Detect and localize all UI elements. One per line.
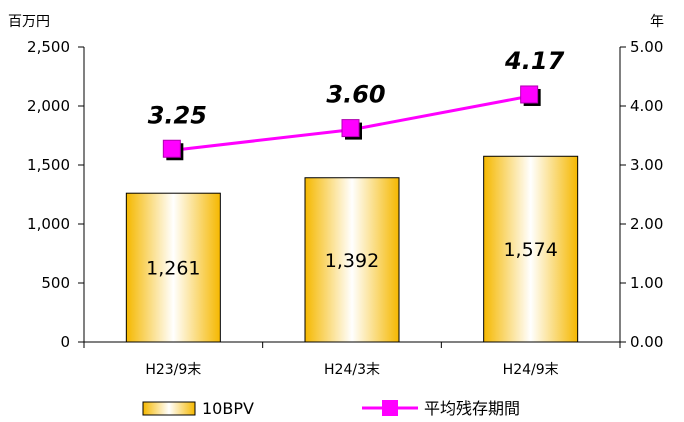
left-tick-label: 2,000 bbox=[27, 97, 70, 115]
axes: 0 500 1,000 1,500 2,000 2,500 0.00 1.00 2.00 3.00… bbox=[27, 38, 663, 378]
legend-line-label: 平均残存期間 bbox=[424, 399, 520, 418]
right-axis-unit: 年 bbox=[650, 14, 664, 30]
line-value-label: 4.17 bbox=[504, 47, 565, 75]
bar bbox=[304, 177, 400, 343]
right-tick-label: 4.00 bbox=[630, 97, 663, 115]
x-tick-label: H24/3末 bbox=[324, 362, 380, 378]
left-tick-label: 2,500 bbox=[27, 38, 70, 56]
right-tick-label: 0.00 bbox=[630, 333, 663, 351]
bar bbox=[125, 192, 221, 343]
line-value-label: 3.60 bbox=[326, 81, 385, 109]
marker bbox=[341, 119, 360, 138]
x-tick-label: H23/9末 bbox=[145, 362, 201, 378]
left-axis-unit: 百万円 bbox=[8, 14, 50, 30]
right-tick-label: 2.00 bbox=[630, 215, 663, 233]
bar-series: 1,261 1,392 1,574 bbox=[125, 155, 579, 343]
bar-value-label: 1,392 bbox=[325, 250, 379, 272]
bar bbox=[483, 155, 579, 343]
x-tick-label: H24/9末 bbox=[503, 362, 559, 378]
right-tick-label: 1.00 bbox=[630, 274, 663, 292]
right-tick-label: 3.00 bbox=[630, 156, 663, 174]
line-value-label: 3.25 bbox=[148, 101, 207, 129]
right-tick-label: 5.00 bbox=[630, 38, 663, 56]
legend-bar-swatch bbox=[142, 401, 196, 416]
left-tick-label: 1,000 bbox=[27, 215, 70, 233]
left-tick-label: 1,500 bbox=[27, 156, 70, 174]
line-series: 3.25 3.60 4.17 bbox=[148, 47, 565, 161]
marker bbox=[162, 139, 181, 158]
marker bbox=[520, 85, 539, 104]
legend-bar-label: 10BPV bbox=[202, 399, 254, 418]
legend-marker-swatch bbox=[382, 400, 398, 416]
left-tick-label: 500 bbox=[41, 274, 70, 292]
left-tick-label: 0 bbox=[60, 333, 70, 351]
bar-value-label: 1,261 bbox=[146, 258, 200, 280]
bar-value-label: 1,574 bbox=[503, 239, 557, 261]
legend: 10BPV 平均残存期間 bbox=[142, 399, 520, 418]
